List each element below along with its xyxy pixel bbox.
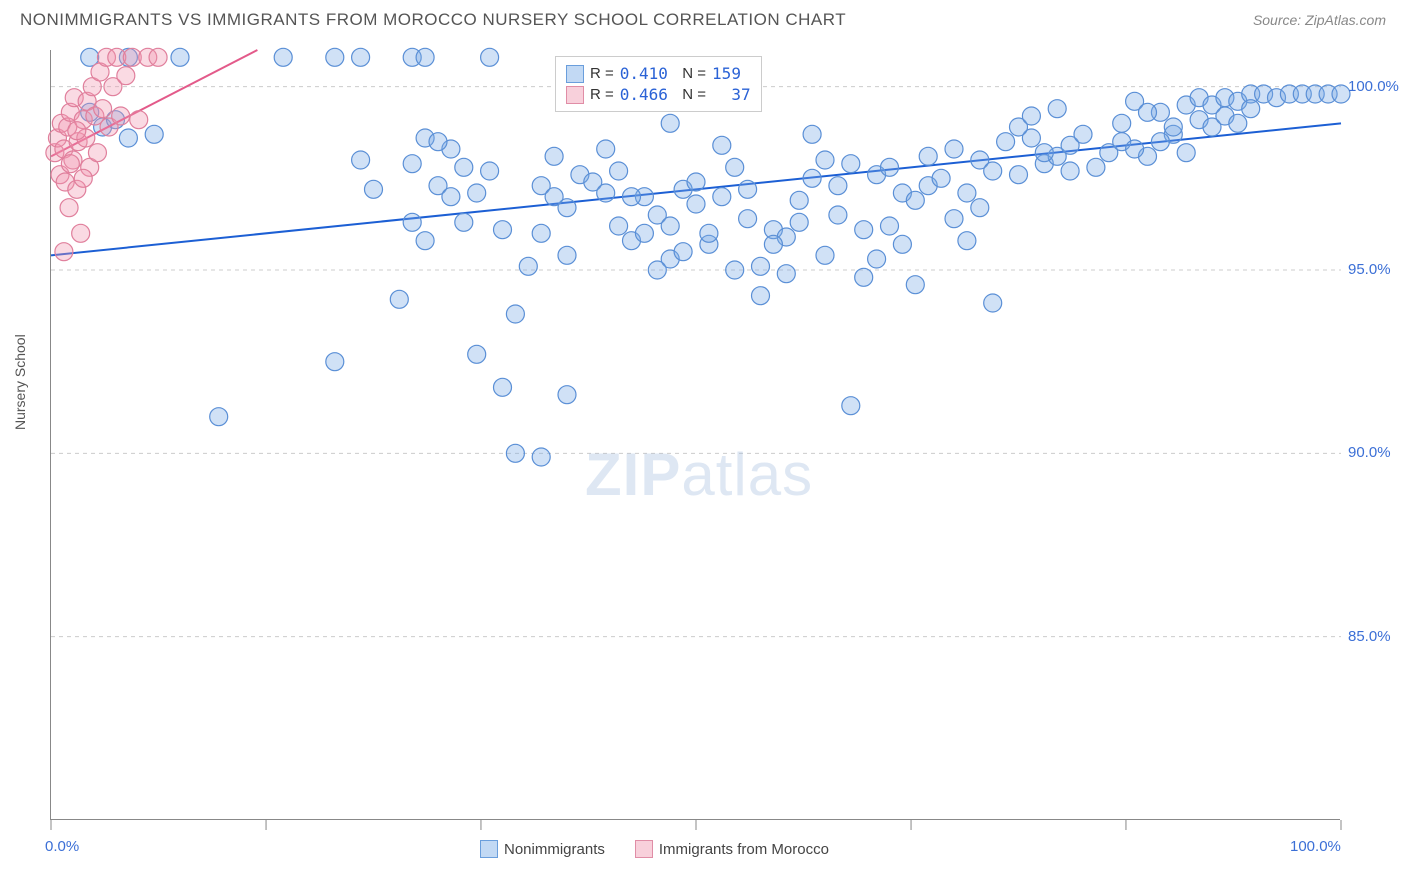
r-label: R = <box>590 86 614 103</box>
n-label: N = <box>674 65 706 82</box>
chart-title: NONIMMIGRANTS VS IMMIGRANTS FROM MOROCCO… <box>20 10 846 30</box>
swatch-blue-icon <box>480 840 498 858</box>
y-axis-title: Nursery School <box>12 334 28 430</box>
r-label: R = <box>590 65 614 82</box>
y-tick-label: 90.0% <box>1348 444 1391 461</box>
n-value-1: 159 <box>712 64 741 83</box>
n-label: N = <box>674 86 706 103</box>
x-tick-label: 100.0% <box>1290 838 1341 855</box>
swatch-pink-icon <box>635 840 653 858</box>
series-legend: Nonimmigrants Immigrants from Morocco <box>480 838 829 860</box>
x-tick-label: 0.0% <box>45 838 79 855</box>
n-value-2: 37 <box>712 85 751 104</box>
y-tick-label: 85.0% <box>1348 628 1391 645</box>
plot-area <box>50 50 1340 820</box>
source-label: Source: ZipAtlas.com <box>1253 12 1386 28</box>
stats-legend: R = 0.410 N = 159 R = 0.466 N = 37 <box>555 56 762 112</box>
series-name-2: Immigrants from Morocco <box>659 841 829 858</box>
series-name-1: Nonimmigrants <box>504 841 605 858</box>
scatter-svg <box>51 50 1340 819</box>
r-value-2: 0.466 <box>620 85 668 104</box>
swatch-blue-icon <box>566 65 584 83</box>
swatch-pink-icon <box>566 86 584 104</box>
y-tick-label: 100.0% <box>1348 78 1399 95</box>
r-value-1: 0.410 <box>620 64 668 83</box>
y-tick-label: 95.0% <box>1348 261 1391 278</box>
